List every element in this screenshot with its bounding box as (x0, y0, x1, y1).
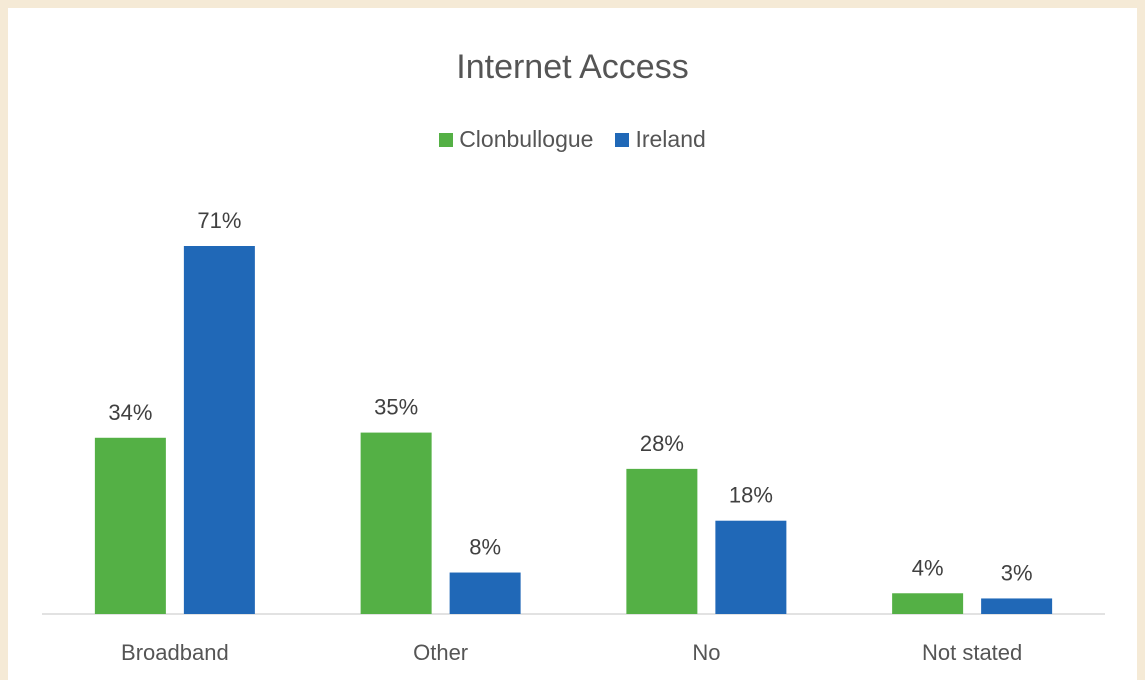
bar-ireland-no (715, 520, 787, 614)
x-tick-label-other: Other (413, 640, 468, 665)
data-label-ireland-broadband: 71% (197, 208, 241, 233)
bar-clonbullogue-no (626, 468, 698, 614)
data-label-clonbullogue-other: 35% (374, 395, 418, 420)
x-tick-label-no: No (692, 640, 720, 665)
legend-swatch-clonbullogue (439, 132, 454, 147)
data-label-ireland-other: 8% (469, 535, 501, 560)
bar-ireland-other (449, 572, 521, 614)
bar-ireland-broadband (183, 246, 255, 614)
chart-title: Internet Access (456, 48, 689, 86)
legend-item-clonbullogue: Clonbullogue (439, 126, 593, 153)
chart-legend: Clonbullogue Ireland (8, 126, 1137, 153)
legend-label-clonbullogue: Clonbullogue (459, 126, 594, 152)
x-tick-label-broadband: Broadband (121, 640, 229, 665)
bar-ireland-not-stated (981, 598, 1053, 614)
legend-label-ireland: Ireland (635, 126, 706, 152)
bar-clonbullogue-not-stated (892, 593, 964, 614)
x-tick-label-not-stated: Not stated (922, 640, 1022, 665)
data-label-clonbullogue-not-stated: 4% (912, 555, 944, 580)
legend-item-ireland: Ireland (615, 126, 706, 153)
data-label-ireland-no: 18% (729, 483, 773, 508)
chart-panel: Internet Access Clonbullogue Ireland 34%… (8, 8, 1137, 680)
data-label-ireland-not-stated: 3% (1001, 560, 1033, 585)
data-label-clonbullogue-broadband: 34% (108, 400, 152, 425)
data-label-clonbullogue-no: 28% (640, 431, 684, 456)
legend-swatch-ireland (615, 132, 630, 147)
bar-clonbullogue-other (360, 432, 432, 614)
bar-clonbullogue-broadband (94, 437, 166, 614)
bar-chart-plot: 34% 71% Broadband 35% 8% Other 28% 18% No 4% 3% Not… (42, 208, 1105, 665)
